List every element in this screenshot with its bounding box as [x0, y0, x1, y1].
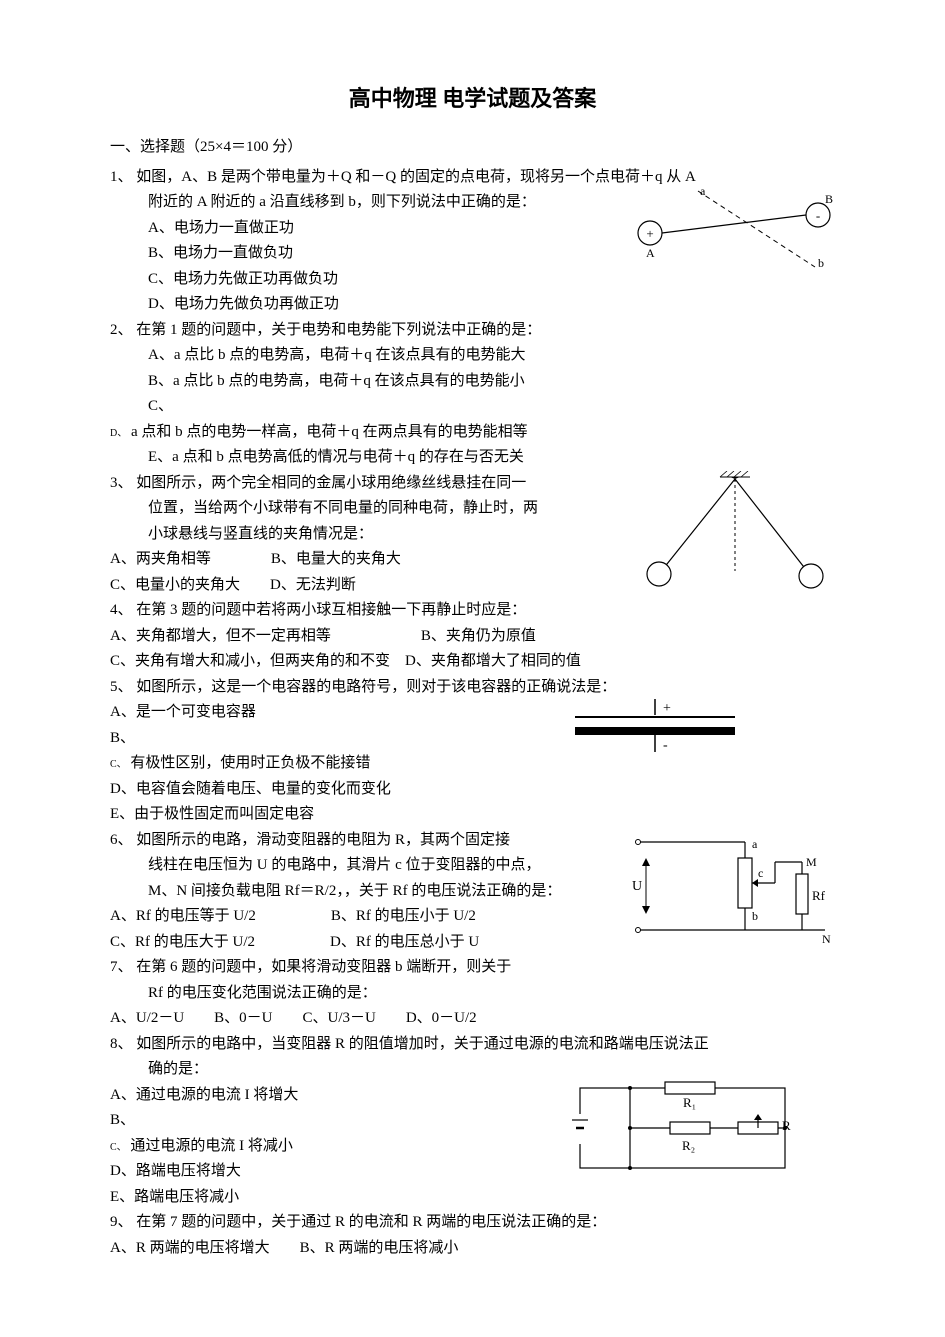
- q9-stem: 9、 在第 7 题的问题中，关于通过 R 的电流和 R 两端的电压说法正确的是：: [110, 1210, 835, 1236]
- q4-stem: 4、 在第 3 题的问题中若将两小球互相接触一下再静止时应是：: [110, 598, 835, 624]
- question-1: + A - B a b 1、 如图，A、B 是两个带电量为＋Q 和－Q 的固定的…: [110, 165, 835, 318]
- q4-option-a: A、夹角都增大，但不一定再相等: [110, 628, 331, 644]
- figure-rheostat-icon: a c M Rf b N U: [630, 830, 835, 950]
- q3-option-d: D、无法判断: [270, 577, 356, 593]
- svg-text:a: a: [752, 837, 758, 851]
- q2-stem: 2、 在第 1 题的问题中，关于电势和电势能下列说法中正确的是：: [110, 318, 835, 344]
- svg-text:Rf: Rf: [812, 888, 826, 903]
- question-3: 3、 如图所示，两个完全相同的金属小球用绝缘丝线悬挂在同一 位置，当给两个小球带…: [110, 471, 835, 599]
- q2-option-e: E、a 点和 b 点电势高低的情况与电荷＋q 的存在与否无关: [148, 445, 835, 471]
- q2-option-b: B、a 点比 b 点的电势高，电荷＋q 在该点具有的电势能小: [148, 369, 835, 395]
- q3-option-a: A、两夹角相等: [110, 551, 211, 567]
- section-heading: 一、选择题（25×4＝100 分）: [110, 135, 835, 161]
- svg-text:b: b: [818, 256, 824, 270]
- svg-text:-: -: [663, 738, 668, 753]
- q5-option-d: D、电容值会随着电压、电量的变化而变化: [110, 777, 835, 803]
- q5-option-e: E、由于极性固定而叫固定电容: [110, 802, 835, 828]
- q8-option-e: E、路端电压将减小: [110, 1185, 835, 1211]
- q6-option-d: D、Rf 的电压总小于 U: [330, 934, 479, 950]
- q4-option-d: D、夹角都增大了相同的值: [405, 653, 581, 669]
- question-5: + - 5、 如图所示，这是一个电容器的电路符号，则对于该电容器的正确说法是： …: [110, 675, 835, 828]
- figure-charges-icon: + A - B a b: [630, 185, 835, 275]
- svg-text:U: U: [632, 879, 642, 894]
- q7-stem-line2: Rf 的电压变化范围说法正确的是：: [148, 981, 835, 1007]
- svg-text:c: c: [758, 866, 763, 880]
- q4-options-row2: C、夹角有增大和减小，但两夹角的和不变 D、夹角都增大了相同的值: [110, 649, 835, 675]
- page-title: 高中物理 电学试题及答案: [110, 80, 835, 117]
- q6-option-c: C、Rf 的电压大于 U/2: [110, 934, 255, 950]
- q5-option-c-text: 有极性区别，使用时正负极不能接错: [130, 755, 370, 771]
- q8-option-c-text: 通过电源的电流 I 将减小: [130, 1138, 293, 1154]
- question-2: 2、 在第 1 题的问题中，关于电势和电势能下列说法中正确的是： A、a 点比 …: [110, 318, 835, 471]
- svg-text:B: B: [825, 192, 833, 206]
- q8-stem-line1: 8、 如图所示的电路中，当变阻器 R 的阻值增加时，关于通过电源的电流和路端电压…: [110, 1032, 835, 1058]
- q9-option-a: A、R 两端的电压将增大: [110, 1240, 270, 1256]
- q4-option-c: C、夹角有增大和减小，但两夹角的和不变: [110, 653, 390, 669]
- svg-text:b: b: [752, 909, 758, 923]
- q9-option-b: B、R 两端的电压将减小: [300, 1240, 459, 1256]
- q6-option-a: A、Rf 的电压等于 U/2: [110, 908, 256, 924]
- q7-options: A、U/2－U B、0－U C、U/3－U D、0－U/2: [110, 1006, 835, 1032]
- question-7: 7、 在第 6 题的问题中，如果将滑动变阻器 b 端断开，则关于 Rf 的电压变…: [110, 955, 835, 1032]
- question-6: a c M Rf b N U 6、 如图所示的电路，滑动变阻器的电阻为 R，其两…: [110, 828, 835, 956]
- figure-capacitor-icon: + -: [555, 697, 745, 757]
- q1-option-d: D、电场力先做负功再做正功: [148, 292, 835, 318]
- q4-option-b: B、夹角仍为原值: [421, 628, 536, 644]
- svg-text:-: -: [816, 208, 820, 223]
- question-9: 9、 在第 7 题的问题中，关于通过 R 的电流和 R 两端的电压说法正确的是：…: [110, 1210, 835, 1261]
- figure-circuit-icon: R₁ R₂ R: [570, 1080, 795, 1180]
- question-4: 4、 在第 3 题的问题中若将两小球互相接触一下再静止时应是： A、夹角都增大，…: [110, 598, 835, 675]
- q2-option-d-text: a 点和 b 点的电势一样高，电荷＋q 在两点具有的电势能相等: [131, 424, 528, 440]
- question-8: R₁ R₂ R 8、 如图所示的电路中，当变阻器 R 的阻值增加时，关于通过电源…: [110, 1032, 835, 1211]
- svg-text:+: +: [663, 701, 671, 716]
- svg-text:R₂: R₂: [682, 1138, 695, 1153]
- q2-option-d: D、 a 点和 b 点的电势一样高，电荷＋q 在两点具有的电势能相等: [110, 420, 835, 446]
- q3-option-c: C、电量小的夹角大: [110, 577, 240, 593]
- figure-pendulum-icon: [635, 471, 835, 601]
- q2-option-a: A、a 点比 b 点的电势高，电荷＋q 在该点具有的电势能大: [148, 343, 835, 369]
- q9-options: A、R 两端的电压将增大 B、R 两端的电压将减小: [110, 1236, 835, 1262]
- q2-option-c: C、: [148, 394, 835, 420]
- q7-stem-line1: 7、 在第 6 题的问题中，如果将滑动变阻器 b 端断开，则关于: [110, 955, 835, 981]
- q4-options-row1: A、夹角都增大，但不一定再相等 B、夹角仍为原值: [110, 624, 835, 650]
- q6-option-b: B、Rf 的电压小于 U/2: [331, 908, 476, 924]
- q3-option-b: B、电量大的夹角大: [271, 551, 401, 567]
- svg-text:A: A: [646, 246, 655, 260]
- svg-text:R: R: [782, 1118, 791, 1133]
- svg-text:R₁: R₁: [683, 1095, 696, 1110]
- svg-text:M: M: [806, 855, 817, 869]
- svg-text:N: N: [822, 932, 831, 946]
- svg-text:+: +: [646, 226, 653, 241]
- svg-text:a: a: [700, 185, 706, 198]
